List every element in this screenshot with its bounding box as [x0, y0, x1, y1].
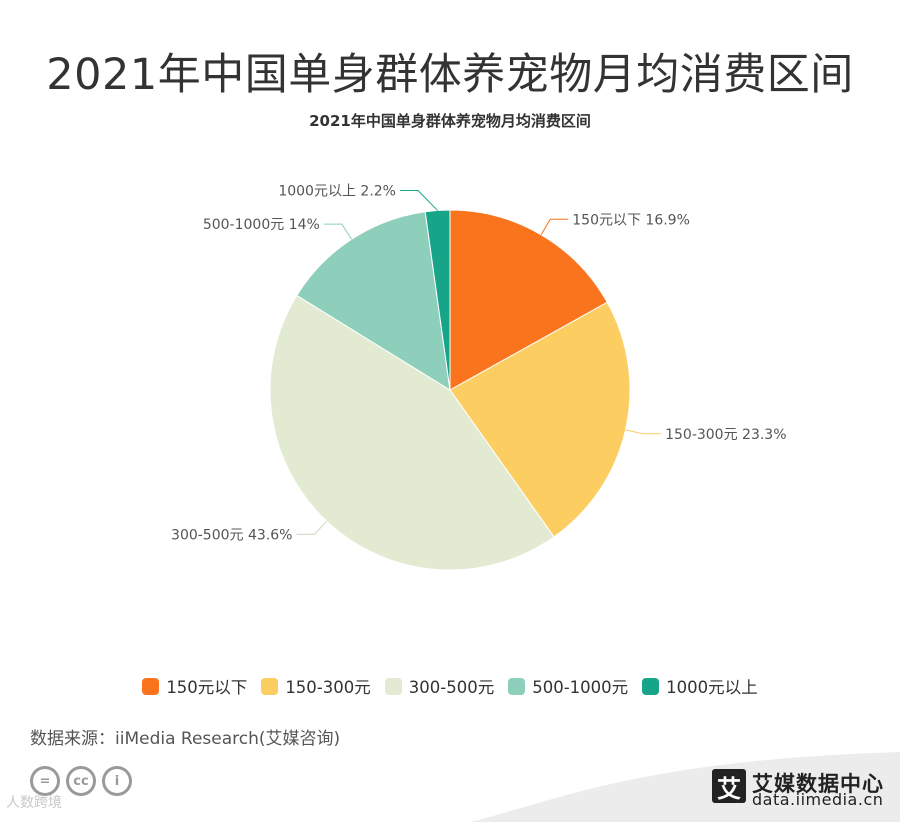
legend-item: 500-1000元	[508, 674, 628, 698]
brand-logo-icon: 艾	[712, 769, 746, 803]
legend-swatch	[642, 677, 660, 695]
leader-line	[540, 218, 569, 236]
pie-chart: 150元以下 16.9% 150-300元 23.3% 300-500元 43.6%…	[171, 184, 787, 571]
legend-label: 150-300元	[285, 678, 371, 697]
legend-label: 1000元以上	[666, 678, 758, 697]
source-note: 数据来源：iiMedia Research(艾媒咨询)	[30, 729, 341, 749]
slice-label: 300-500元 43.6%	[171, 527, 292, 543]
leader-line	[625, 429, 662, 435]
watermark: 人数跨境	[6, 795, 62, 811]
legend-swatch	[384, 677, 402, 695]
legend-label: 500-1000元	[532, 678, 629, 697]
page-title: 2021年中国单身群体养宠物月均消费区间	[46, 50, 854, 100]
legend-item: 300-500元	[384, 674, 495, 698]
slice-label: 150-300元 23.3%	[665, 427, 786, 443]
chart-legend: 150元以下 150-300元 300-500元 500-1000元 1000元以上	[0, 674, 900, 698]
pie-slice	[449, 209, 608, 391]
person-icon: i	[102, 766, 132, 796]
brand-band	[470, 752, 900, 822]
legend-label: 300-500元	[408, 678, 495, 697]
leader-line	[323, 223, 353, 240]
slice-label: 500-1000元 14%	[203, 217, 320, 233]
legend-label: 150元以下	[166, 678, 248, 697]
legend-swatch	[508, 677, 526, 695]
pie-slice	[296, 211, 451, 391]
leader-line	[296, 520, 328, 535]
chart-title: 2021年中国单身群体养宠物月均消费区间	[309, 112, 591, 130]
license-icons: = cc i	[30, 766, 132, 796]
pie-slice	[269, 294, 555, 571]
pie-slice	[449, 301, 631, 538]
brand-name: 艾媒数据中心	[752, 772, 884, 796]
pie-slice	[424, 209, 451, 391]
legend-item: 150-300元	[261, 674, 371, 698]
equals-icon: =	[30, 766, 60, 796]
cc-icon: cc	[66, 766, 96, 796]
legend-swatch	[142, 677, 160, 695]
brand-url: data.iimedia.cn	[752, 790, 884, 809]
legend-item: 150元以下	[142, 674, 247, 698]
leader-line	[399, 190, 438, 211]
legend-swatch	[261, 677, 279, 695]
slice-label: 150元以下 16.9%	[572, 212, 690, 228]
legend-item: 1000元以上	[642, 674, 758, 698]
slice-label: 1000元以上 2.2%	[278, 184, 396, 200]
